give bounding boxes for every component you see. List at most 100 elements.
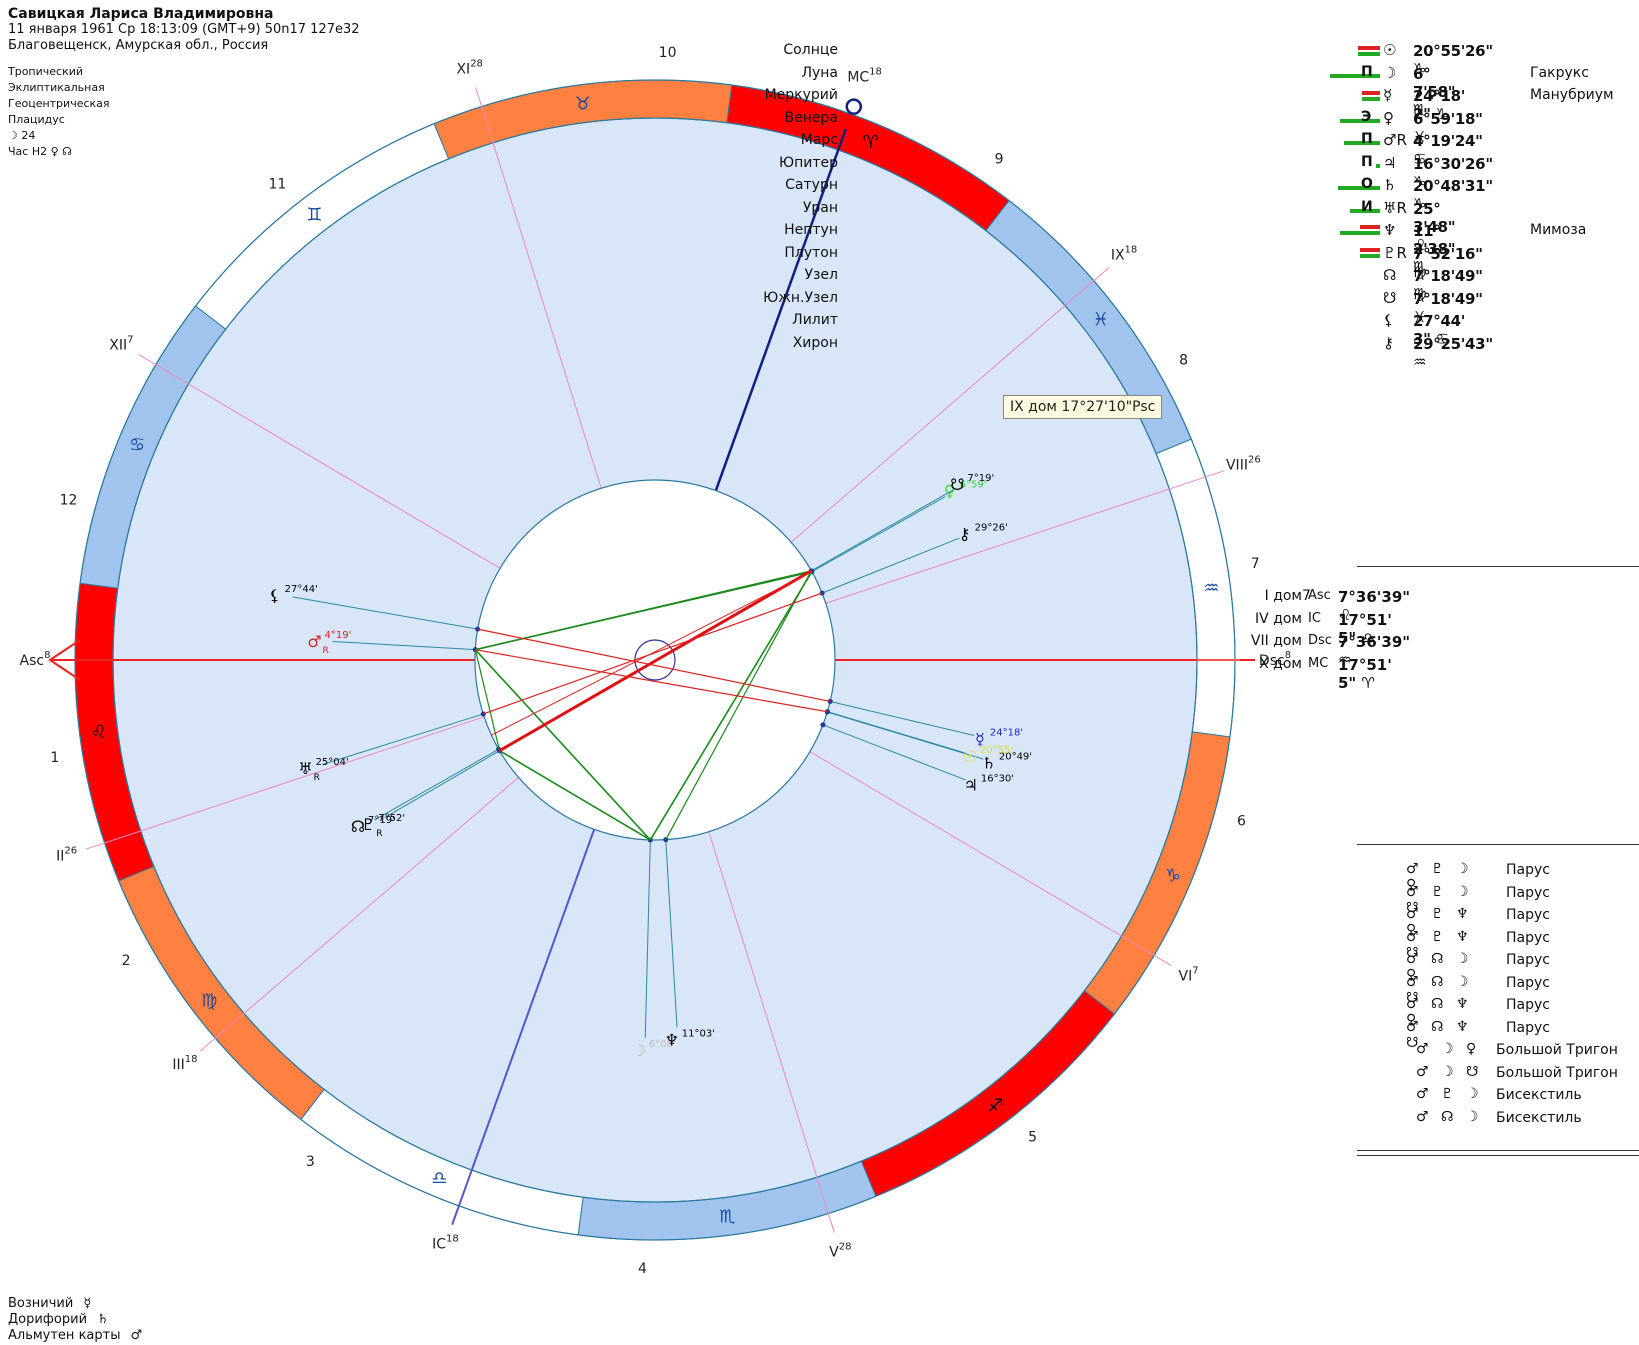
birth-datetime: 11 января 1961 Ср 18:13:09 (GMT+9) 50n17… [8,22,360,37]
planet-name: Южн.Узел [763,289,838,306]
planet-glyph-icon: ♅ [298,759,312,778]
aspect-symbols: ♂ ☊ ♆ ♀ [1406,996,1473,1028]
aspect-symbols: ♂ ♇ ♆ ☋ [1406,928,1473,961]
dignity-bars [1320,313,1380,327]
divider [1357,1150,1639,1151]
green-bar [1340,231,1380,235]
planet-glyph-icon: ☉ [963,747,977,766]
planet-degree: 6°08' [649,1039,676,1050]
dignity-bars [1320,156,1380,170]
planet-point [824,709,830,715]
aspect-name: Парус [1506,907,1550,923]
house-number: 2 [122,953,131,969]
house-cusp-label: VI7 [1179,966,1199,985]
planet-name: Нептун [784,222,838,238]
planet-glyph-icon: ⚷ [959,525,971,544]
dignity-bars [1320,336,1380,350]
planet-glyph-icon: ☽ [632,1041,646,1060]
house-number: 3 [306,1154,315,1170]
divider [1357,1155,1639,1156]
planet-glyph-icon: ♅R [1383,198,1407,217]
planet-glyph-icon: ☋ [1383,288,1397,307]
zodiac-sign-icon: ♋ [129,434,145,455]
house-cusp-line [809,751,1172,966]
aspect-name: Бисекстиль [1496,1109,1582,1126]
house-number: 10 [659,45,677,61]
sextile-aspect-line [474,649,501,751]
planet-connector [292,596,476,630]
aspect-name: Бисекстиль [1496,1087,1582,1103]
planet-glyph-icon: ☊ [351,817,365,836]
planet-position: 6°59'18" ♓ [1413,109,1483,146]
red-bar [1360,247,1380,252]
trine-aspect-line [475,570,812,651]
planet-name: Уран [802,199,838,216]
planet-position: 16°30'26" ♑ [1413,154,1493,191]
zodiac-sign-icon: ♑ [1165,866,1181,887]
planet-glyph-icon: ⚸ [1383,311,1394,329]
aspect-name: Большой Тригон [1496,1042,1618,1058]
planet-degree: 7°52' [378,813,405,824]
house-cusp-line [475,87,602,489]
planet-name: Луна [801,64,838,81]
planet-connector [322,714,482,765]
house-glyph: Dsc [1308,633,1332,648]
aspect-symbols: ♂ ☽ ☋ [1416,1063,1483,1080]
green-bar [1330,73,1380,78]
planet-position: 25° 3'48" ♌ [1413,199,1456,254]
house-cusp-label: MC18 [847,67,882,86]
setting-line: Плацидус [8,113,65,126]
cusp-degree: 8 [1285,650,1291,661]
aspect-name: Парус [1506,884,1550,901]
planet-glyph-icon: ♆ [1383,221,1397,239]
planet-glyph-icon: ☿ [975,729,985,748]
dignity-letter: П [1361,153,1373,170]
planet-connector [644,841,651,1038]
planet-glyph-icon: ♀ [944,482,956,501]
house-number: 11 [269,176,287,192]
planet-degree: 6°59' [960,480,987,491]
planet-glyph-icon: ☿ [1383,86,1393,104]
house-cusp-label: V28 [829,1242,851,1261]
natal-chart-wheel[interactable]: ♌♍♎♏♐♑♒♓♈♉♊♋Asc81II262III183IC184V285VI7… [0,0,1320,1345]
dignity-bars [1320,223,1380,237]
house-glyph: IC [1308,610,1321,626]
house-number: 5 [1028,1130,1037,1146]
chart-header: Савицкая Лариса Владимировна 11 января 1… [8,6,360,54]
dignity-bars [1320,66,1380,80]
cusp-degree: 26 [64,846,77,857]
trine-aspect-line [665,570,812,840]
house-name: X дом [1259,655,1302,672]
planet-point [820,722,826,728]
planet-name: Меркурий [764,87,838,103]
planet-glyph-icon: ♂ [307,632,321,651]
divider [1357,566,1639,567]
dignity-bars [1320,43,1380,57]
green-bar [1360,253,1380,258]
planet-degree: 11°03' [682,1028,715,1039]
house-number: 7 [1251,556,1260,572]
cusp-degree: 7 [1192,966,1198,977]
house-cusp-line [708,831,835,1233]
aspect-symbols: ♂ ♇ ☽ [1416,1086,1483,1102]
planet-glyph-icon: ⚸ [269,586,281,605]
planet-degree: 27°44' [285,584,318,595]
house-position: 7°36'39" ♒ [1338,633,1411,669]
planet-position: 29°25'43" ♒ [1413,334,1493,371]
house-glyph: MC [1308,655,1329,671]
setting-line: Эклиптикальная [8,81,105,94]
opposition-aspect-line [477,628,831,703]
house-number: 1 [50,750,59,766]
house-number: 8 [1179,353,1188,369]
house-name: IV дом [1255,610,1302,627]
planet-position: 7°18'49" ♓ [1413,289,1483,326]
planet-connector [823,537,960,593]
planet-name: Узел [804,267,838,283]
aspect-name: Парус [1506,1019,1550,1036]
dignity-bars [1320,111,1380,125]
planet-name: Хирон [792,334,838,351]
planet-glyph-icon: ♀ [1383,108,1394,127]
planet-degree: 24°18' [990,727,1023,738]
house-tooltip: IX дом 17°27'10"Psc [1003,395,1163,419]
house-cusp-line [790,267,1110,543]
